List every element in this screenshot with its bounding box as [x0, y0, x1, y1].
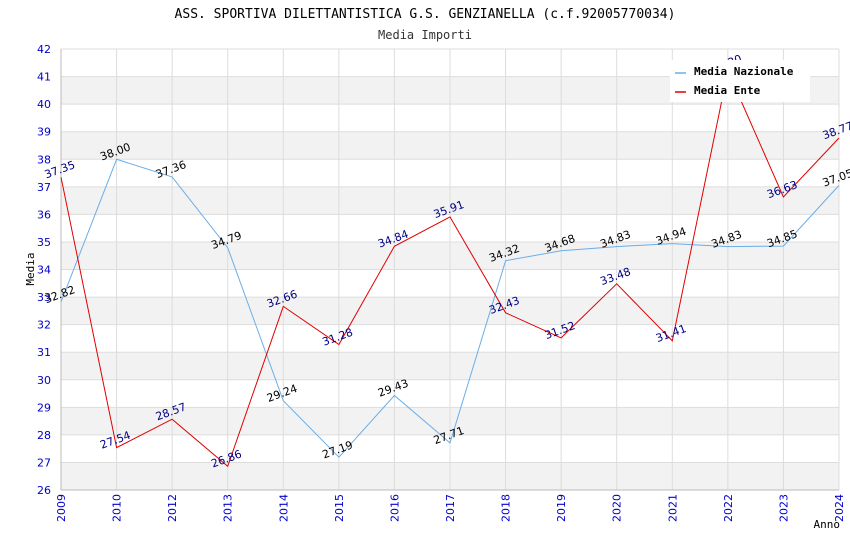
- series-line-nazionale: [60, 158, 840, 458]
- y-tick-label: 36: [37, 208, 51, 221]
- y-tick-label: 29: [37, 401, 51, 414]
- y-tick-label: 38: [37, 153, 51, 166]
- y-tick-label: 35: [37, 236, 51, 249]
- x-tick-label: 2012: [166, 494, 179, 522]
- x-tick-label: 2018: [500, 494, 513, 522]
- x-tick-label: 2015: [333, 494, 346, 522]
- y-axis-label: Media: [24, 252, 37, 285]
- axes: [60, 49, 839, 491]
- x-tick-label: 2010: [111, 494, 124, 522]
- series-lines: [60, 69, 840, 468]
- legend-label-ente: Media Ente: [694, 84, 761, 97]
- legend: Media Nazionale Media Ente: [670, 60, 810, 102]
- y-tick-label: 42: [37, 43, 51, 56]
- x-tick-label: 2022: [722, 494, 735, 522]
- x-tick-label: 2023: [777, 494, 790, 522]
- chart-title: ASS. SPORTIVA DILETTANTISTICA G.S. GENZI…: [175, 7, 676, 22]
- y-tick-label: 30: [37, 374, 51, 387]
- x-tick-label: 2013: [222, 494, 235, 522]
- x-tick-label: 2021: [666, 494, 679, 522]
- series-line-ente: [60, 69, 840, 468]
- y-tick-label: 27: [37, 456, 51, 469]
- x-tick-label: 2016: [388, 494, 401, 522]
- x-tick-label: 2014: [277, 494, 290, 522]
- legend-label-nazionale: Media Nazionale: [694, 65, 794, 78]
- legend-box: [670, 60, 810, 102]
- x-tick-label: 2019: [555, 494, 568, 522]
- y-tick-label: 33: [37, 291, 51, 304]
- y-tick-labels: 26 27 28 29 30 31 32 33 34 35 36 37 38 39 40 41 42: [37, 43, 51, 497]
- x-axis-label: Anno: [814, 518, 841, 531]
- y-tick-label: 32: [37, 319, 51, 332]
- x-tick-label: 2024: [833, 494, 846, 522]
- y-tick-label: 26: [37, 484, 51, 497]
- y-tick-label: 40: [37, 98, 51, 111]
- y-tick-label: 39: [37, 126, 51, 139]
- y-tick-label: 34: [37, 264, 51, 277]
- x-tick-label: 2017: [444, 494, 457, 522]
- y-tick-label: 31: [37, 346, 51, 359]
- chart-subtitle: Media Importi: [378, 28, 472, 42]
- y-tick-label: 41: [37, 71, 51, 84]
- y-tick-label: 28: [37, 429, 51, 442]
- grid-lines: [60, 48, 840, 491]
- x-tick-label: 2009: [55, 494, 68, 522]
- x-tick-labels: 2009 2010 2012 2013 2014 2015 2016 2017 2018 2019…: [55, 494, 846, 522]
- x-tick-label: 2020: [611, 494, 624, 522]
- y-tick-label: 37: [37, 181, 51, 194]
